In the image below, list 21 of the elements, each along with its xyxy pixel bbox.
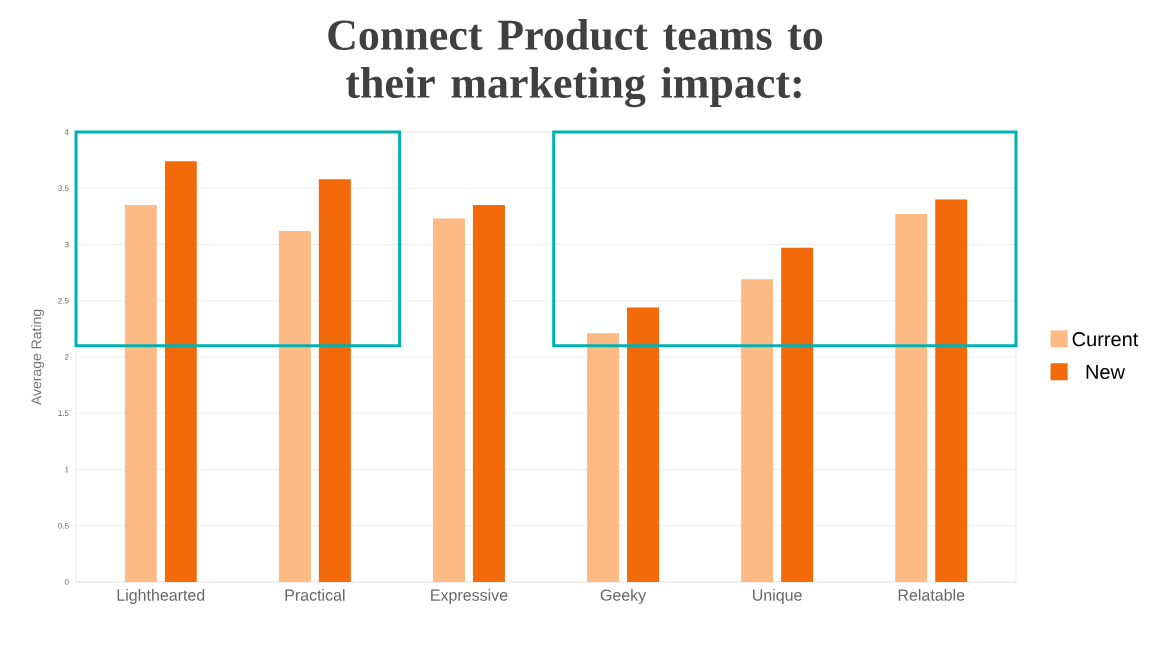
bar	[318, 179, 351, 582]
bar	[278, 230, 311, 582]
x-tick-label: Relatable	[898, 589, 965, 601]
x-tick-label: Expressive	[431, 589, 508, 604]
x-tick-label: Unique	[753, 589, 802, 604]
bar	[164, 161, 197, 582]
bar	[432, 218, 465, 582]
bar	[935, 199, 968, 582]
legend-label: Current	[1072, 332, 1139, 347]
x-tick-label: Geeky	[600, 589, 647, 604]
bar	[741, 279, 774, 582]
chart-title: Connect Product teams to their marketing impact:	[328, 19, 823, 108]
x-tick-label: Practical	[285, 589, 345, 601]
bar	[587, 333, 620, 582]
bar	[781, 247, 814, 582]
bar	[895, 214, 928, 582]
x-tick-label: Lighthearted	[117, 589, 205, 604]
bar	[627, 307, 660, 582]
bar	[124, 205, 157, 582]
bar	[472, 205, 505, 582]
legend-label: New	[1086, 365, 1126, 380]
